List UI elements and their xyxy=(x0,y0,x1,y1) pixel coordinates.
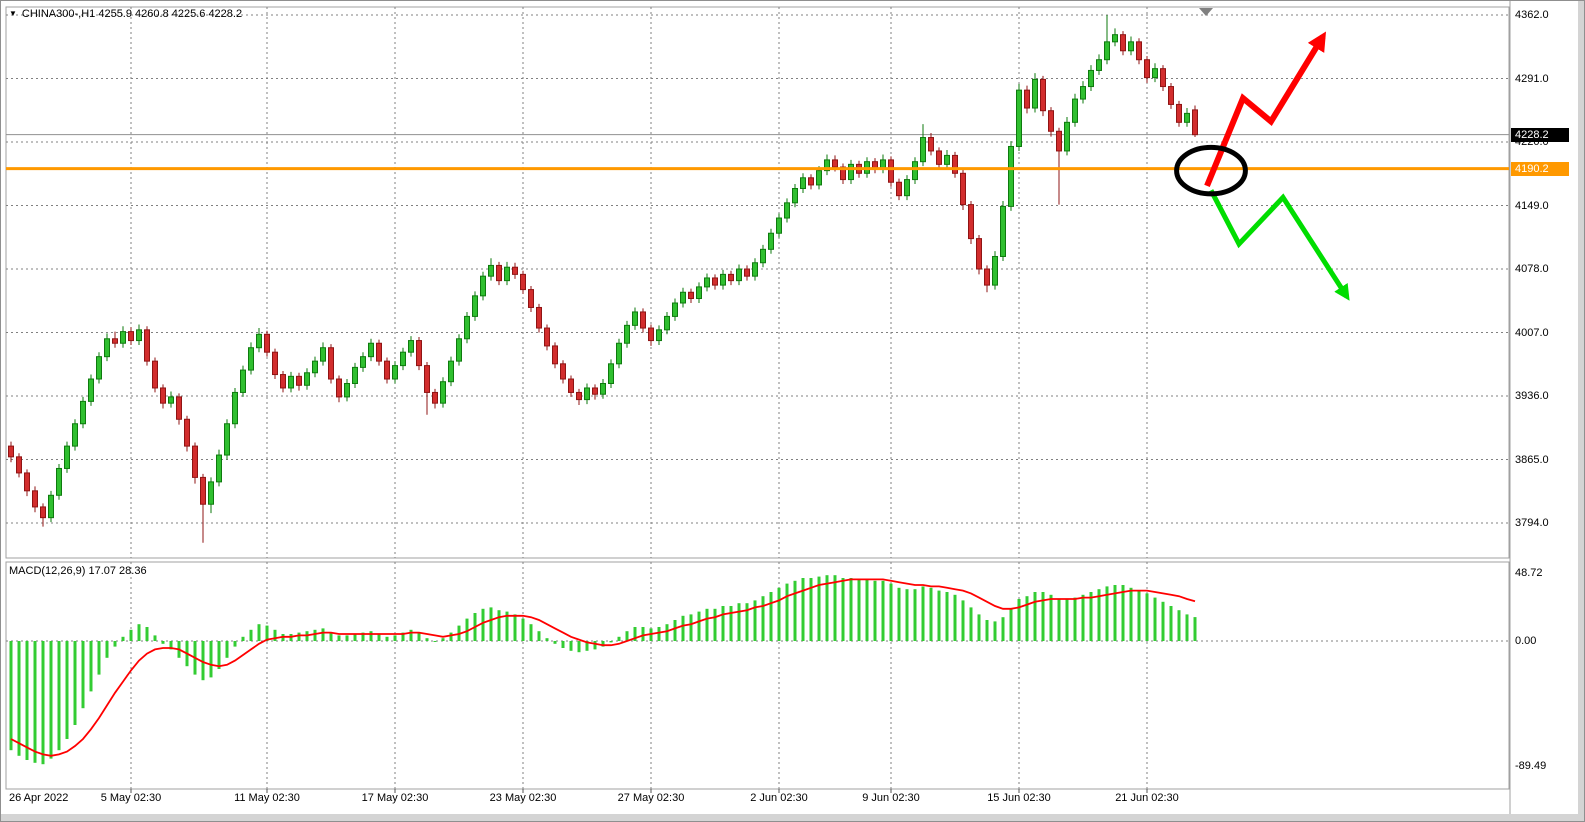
candlestick-series xyxy=(8,15,1198,543)
macd-signal-line xyxy=(10,578,1196,757)
time-axis-ticks xyxy=(130,789,1148,793)
down-scenario-arrow[interactable] xyxy=(1208,189,1350,301)
up-scenario-arrow[interactable] xyxy=(1204,31,1327,187)
window-frame-bottom xyxy=(1,814,1584,821)
scroll-position-marker xyxy=(1199,8,1213,16)
gridlines xyxy=(6,7,1509,789)
current-price-tag: 4228.2 xyxy=(1511,127,1569,142)
macd-histogram xyxy=(9,575,1197,765)
hline-price-tag[interactable]: 4190.2 xyxy=(1511,161,1569,176)
highlight-ellipse[interactable] xyxy=(1174,144,1248,197)
window-frame-right xyxy=(1578,1,1584,821)
